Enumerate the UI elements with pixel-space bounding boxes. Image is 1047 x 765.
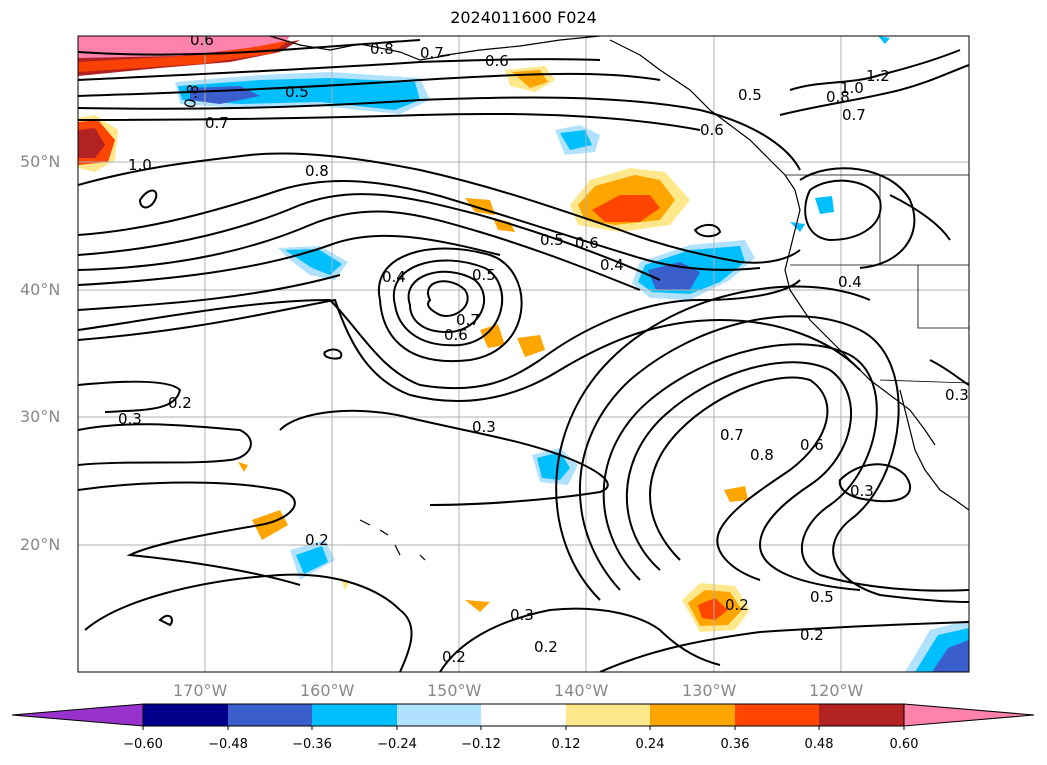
colorbar-tick-label: 0.60 [889, 737, 919, 752]
contour-label: 0.8 [305, 162, 329, 180]
lon-label: 150°W [427, 681, 482, 700]
map-frame [77, 35, 970, 673]
contour-label: 0.8 [826, 88, 850, 106]
contour-label: 0.6 [700, 121, 724, 139]
contour-label: 0.4 [600, 256, 624, 274]
lon-label: 130°W [682, 681, 737, 700]
contour-label-group: 0.6 0.8 0.7 0.6 1.0 1.2 0.5 0.8 0.7 0.6 … [118, 31, 969, 666]
contour-label: 0.8 [750, 446, 774, 464]
contour-label: 0.5 [472, 266, 496, 284]
lat-label: 50°N [20, 152, 61, 171]
colorbar [11, 703, 1035, 730]
contour-label: 0.3 [945, 386, 969, 404]
colorbar-bin [819, 704, 904, 726]
contour-label: 0.3 [118, 410, 142, 428]
colorbar-extend-low [11, 703, 144, 727]
colorbar-tick-label: −0.12 [461, 737, 501, 752]
colorbar-bin [228, 704, 312, 726]
colorbar-extend-high [903, 703, 1035, 727]
contour-label: 0.3 [472, 418, 496, 436]
colorbar-tick-label: −0.48 [208, 737, 248, 752]
colorbar-tick-label: 0.48 [804, 737, 834, 752]
lon-label: 160°W [300, 681, 355, 700]
plot-title: 2024011600 F024 [450, 8, 597, 27]
contour-label: 0.7 [842, 106, 866, 124]
colorbar-bin [650, 704, 735, 726]
colorbar-tick-label: −0.36 [292, 737, 332, 752]
colorbar-bin [397, 704, 481, 726]
contour-label: 0.7 [456, 311, 480, 329]
contour-label: 0.6 [575, 234, 599, 252]
contour-label: 0.5 [738, 86, 762, 104]
contour-label: 0.3 [510, 606, 534, 624]
colorbar-bin [481, 704, 566, 726]
contour-label: 0.8 [370, 40, 394, 58]
grid-lines [78, 36, 969, 672]
colorbar-bin [312, 704, 397, 726]
colorbar-tick-label: 0.36 [720, 737, 750, 752]
colorbar-tick-label: −0.24 [377, 737, 417, 752]
colorbar-tick-label: −0.60 [123, 737, 163, 752]
contour-label: 0.2 [305, 531, 329, 549]
contour-label: 0.2 [168, 394, 192, 412]
contour-label: 0.2 [800, 626, 824, 644]
colorbar-bin [143, 704, 228, 726]
contour-label: 1.0 [128, 156, 152, 174]
contour-label: 0.6 [444, 326, 468, 344]
contour-label: 0.8 [181, 83, 203, 110]
lon-label: 140°W [554, 681, 609, 700]
lat-label: 20°N [20, 535, 61, 554]
contour-label: 0.5 [540, 231, 564, 249]
contour-label: 0.5 [810, 588, 834, 606]
contour-label: 0.6 [485, 52, 509, 70]
contour-label: 0.6 [800, 436, 824, 454]
contour-label: 0.6 [190, 31, 214, 49]
lon-label: 170°W [173, 681, 228, 700]
lon-label: 120°W [809, 681, 864, 700]
contour-lines [78, 39, 969, 672]
colorbar-bin [735, 704, 819, 726]
contour-label: 0.3 [850, 482, 874, 500]
contour-label: 0.5 [285, 83, 309, 101]
contour-label: 0.2 [442, 648, 466, 666]
contour-label: 0.2 [725, 596, 749, 614]
colorbar-tick-label: 0.24 [635, 737, 665, 752]
contour-label: 0.2 [534, 638, 558, 656]
contour-label: 0.7 [720, 426, 744, 444]
contour-label: 0.4 [382, 268, 406, 286]
colorbar-tick-label: 0.12 [551, 737, 581, 752]
colorbar-bin [566, 704, 650, 726]
contour-label: 0.4 [838, 273, 862, 291]
contour-label: 0.7 [205, 114, 229, 132]
lat-label: 30°N [20, 407, 61, 426]
contour-label: 1.0 [840, 79, 864, 97]
contour-label: 1.2 [866, 67, 890, 85]
contour-label: 0.7 [420, 44, 444, 62]
lat-label: 40°N [20, 280, 61, 299]
